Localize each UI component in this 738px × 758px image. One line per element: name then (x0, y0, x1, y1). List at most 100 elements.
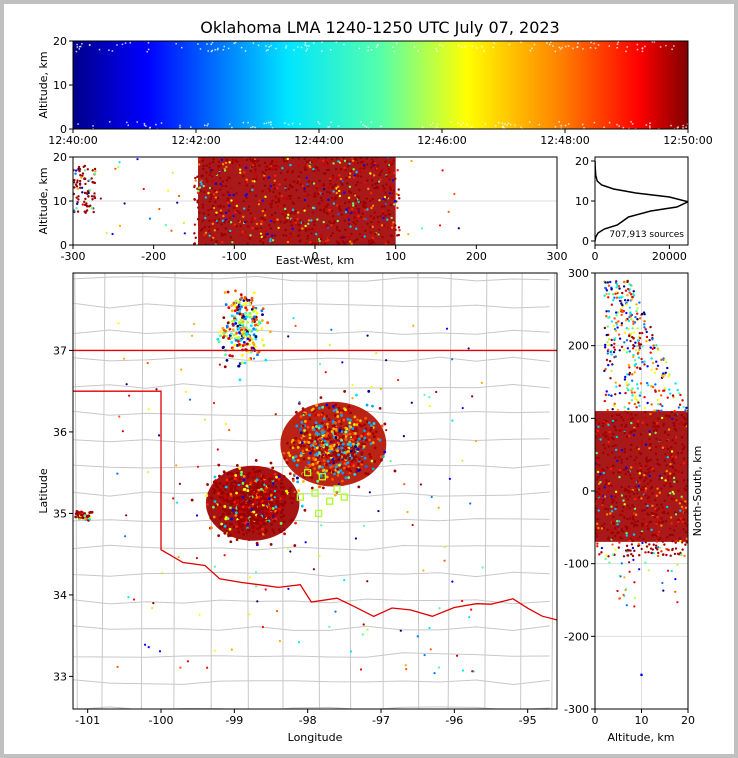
ns-source-point (598, 487, 601, 491)
plan-source-point (331, 478, 334, 481)
plan-source-point (317, 413, 320, 417)
plan-source-point (255, 585, 258, 588)
ns-source-point (657, 409, 660, 413)
plan-source-point (232, 525, 236, 529)
ew-source-point (374, 232, 377, 236)
time-height-xtick-label: 12:50:00 (663, 134, 712, 147)
ns-source-point (653, 516, 656, 519)
ns-source-point (614, 495, 617, 498)
ew-source-point (372, 174, 376, 177)
plan-source-point (261, 474, 265, 478)
ns-source-point (650, 485, 654, 489)
ew-source-point (80, 186, 84, 189)
ew-source-point (268, 224, 271, 227)
ns-source-point (643, 508, 646, 512)
ns-source-point (610, 369, 613, 372)
plan-source-point (227, 337, 231, 340)
ew-source-point (74, 172, 77, 175)
figure-canvas: Oklahoma LMA 1240-1250 UTC July 07, 2023… (4, 4, 734, 754)
plan-source-point (218, 363, 221, 366)
plan-source-point (239, 505, 242, 509)
time-height-gap (305, 49, 308, 52)
ew-source-point (205, 186, 208, 190)
ns-source-point (612, 298, 615, 302)
time-height-gap (506, 124, 508, 126)
plan-source-point (74, 515, 78, 519)
plan-source-point (370, 426, 373, 430)
plan-view-xtick-label: -100 (149, 714, 174, 727)
ew-source-point (268, 189, 272, 193)
ns-source-point (620, 345, 624, 349)
ew-source-point (330, 158, 334, 161)
ew-source-point (341, 235, 344, 239)
ns-source-point (657, 389, 661, 392)
ew-source-point (73, 186, 76, 189)
plan-source-point (123, 357, 126, 360)
ns-source-point (683, 487, 686, 490)
ew-source-point (355, 158, 359, 161)
ns-source-point (639, 468, 643, 471)
ew-source-point (222, 193, 225, 197)
time-height-gap (318, 123, 321, 125)
ew-source-point (282, 158, 286, 161)
ns-source-point (595, 490, 598, 494)
plan-source-point (302, 444, 306, 448)
plan-source-point (348, 432, 352, 436)
plan-source-point (264, 506, 268, 509)
plan-source-point (303, 429, 306, 432)
plan-source-point (317, 426, 321, 430)
ns-source-point (646, 365, 649, 368)
ns-source-point (657, 538, 660, 541)
plan-source-point (321, 486, 325, 490)
ns-source-point (665, 469, 669, 473)
plan-source-point (319, 396, 323, 400)
ns-source-point (644, 471, 647, 475)
ns-source-point (596, 518, 599, 521)
ns-source-point (632, 353, 635, 357)
plan-source-point (271, 489, 275, 493)
ns-source-point (613, 317, 616, 320)
plan-source-point (177, 555, 180, 559)
ns-source-point (647, 499, 650, 503)
ns-source-point (672, 476, 676, 480)
time-height-gap (252, 42, 255, 44)
ew-source-point (93, 167, 97, 171)
ew-source-point (212, 234, 215, 237)
plan-source-point (291, 497, 295, 501)
plan-source-point (206, 483, 209, 486)
ns-source-point (670, 450, 674, 453)
ew-source-point (316, 184, 319, 187)
county-line (73, 302, 550, 309)
plan-source-point (338, 455, 342, 459)
ns-source-point (627, 485, 631, 488)
ns-source-point (597, 425, 600, 428)
plan-view-frame (72, 272, 558, 710)
ns-source-point (629, 339, 632, 343)
ns-source-point (649, 346, 652, 349)
ew-source-point (216, 197, 220, 200)
ns-source-point (599, 472, 602, 476)
plan-source-point (246, 474, 250, 478)
plan-source-point (281, 508, 284, 512)
ns-source-point (599, 497, 602, 500)
plan-source-point (362, 623, 365, 626)
plan-source-point (287, 451, 291, 455)
time-height-gap (287, 123, 290, 126)
ew-source-point (286, 197, 289, 201)
ew-source-point (73, 209, 76, 212)
plan-source-point (235, 491, 238, 495)
plan-source-point (291, 479, 295, 483)
ns-source-point (647, 459, 651, 462)
time-height-gap (210, 50, 213, 53)
ew-altitude-ylabel: Altitude, km (37, 167, 50, 234)
plan-source-point (344, 446, 348, 450)
plan-source-point (226, 290, 230, 294)
ns-source-point (626, 517, 629, 521)
ns-source-point (646, 482, 649, 486)
ns-source-point (636, 424, 640, 428)
ns-source-point (683, 502, 686, 505)
ns-source-point (659, 403, 662, 406)
ns-source-point (669, 527, 672, 530)
ns-source-point (653, 409, 656, 412)
